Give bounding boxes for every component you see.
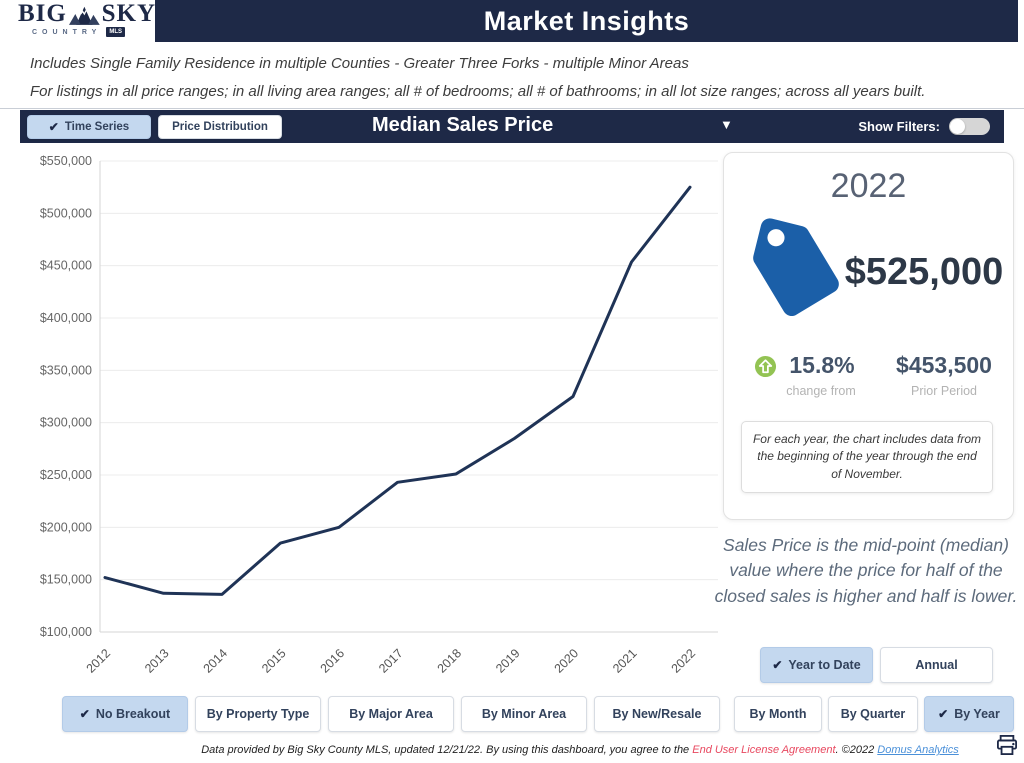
x-tick-label: 2022: [669, 646, 699, 676]
year-to-date-label: Year to Date: [788, 658, 861, 672]
y-tick-label: $150,000: [40, 573, 92, 587]
y-tick-label: $350,000: [40, 363, 92, 377]
check-icon: ✔: [79, 707, 90, 721]
breakout-no-breakout-button[interactable]: ✔ No Breakout: [62, 696, 188, 732]
breakout-label: By New/Resale: [612, 707, 702, 721]
change-percent: 15.8%: [789, 352, 855, 378]
breakout-by-property-type-button[interactable]: By Property Type: [195, 696, 321, 732]
prior-period-label: Prior Period: [911, 384, 977, 398]
year-to-date-button[interactable]: ✔ Year to Date: [760, 647, 873, 683]
tab-price-distribution[interactable]: Price Distribution: [158, 114, 282, 139]
tab-time-series-label: Time Series: [64, 120, 130, 133]
toolbar: ✔ Time Series Price Distribution Median …: [20, 110, 1004, 143]
show-filters-label: Show Filters:: [858, 119, 940, 134]
y-tick-label: $300,000: [40, 416, 92, 430]
chart-container: $100,000 $150,000 $200,000 $250,000 $300,000…: [30, 148, 730, 696]
annual-button[interactable]: Annual: [880, 647, 993, 683]
footer: Data provided by Big Sky County MLS, upd…: [150, 744, 1010, 756]
tab-price-distribution-label: Price Distribution: [172, 120, 268, 133]
breakout-label: By Quarter: [840, 707, 906, 721]
check-icon: ✔: [48, 119, 59, 134]
logo-text-big: BIG: [18, 0, 67, 27]
y-tick-label: $450,000: [40, 259, 92, 273]
y-tick-label: $250,000: [40, 468, 92, 482]
show-filters-toggle[interactable]: [949, 118, 990, 135]
big-sky-mls-logo: BIG SKY COUNTRY MLS: [18, 1, 156, 42]
y-tick-label: $500,000: [40, 206, 92, 220]
x-tick-label: 2017: [376, 646, 406, 676]
metric-description: Sales Price is the mid-point (median) va…: [714, 535, 1018, 606]
x-tick-label: 2014: [201, 646, 231, 676]
x-tick-label: 2016: [318, 646, 348, 676]
x-tick-label: 2019: [493, 646, 523, 676]
footer-text: . ©2022: [835, 744, 878, 756]
price-tag-icon: [753, 218, 839, 317]
breakout-label: By Major Area: [349, 707, 433, 721]
footer-text: Data provided by Big Sky County MLS, upd…: [201, 744, 693, 756]
toggle-knob: [950, 119, 965, 134]
breakout-label: By Month: [749, 707, 807, 721]
license-agreement-link[interactable]: End User License Agreement: [692, 744, 836, 756]
median-price-line: [103, 185, 692, 596]
x-tick-label: 2018: [435, 646, 465, 676]
change-from-label: change from: [786, 384, 856, 398]
breakout-by-new-resale-button[interactable]: By New/Resale: [594, 696, 720, 732]
header-bar: Market Insights: [155, 0, 1018, 42]
median-price-value: $525,000: [844, 251, 1004, 293]
y-tick-label: $400,000: [40, 311, 92, 325]
subtitle-filters: For listings in all price ranges; in all…: [30, 83, 926, 100]
breakout-label: By Year: [954, 707, 1000, 721]
y-tick-label: $200,000: [40, 520, 92, 534]
breakout-label: By Minor Area: [481, 707, 567, 721]
mountain-icon: [68, 6, 100, 25]
breakout-label: No Breakout: [95, 707, 171, 721]
annual-label: Annual: [915, 658, 958, 672]
chevron-down-icon[interactable]: ▼: [720, 117, 733, 132]
summary-card: 2022 $525,000 15.8% $453,500 change from…: [723, 152, 1014, 520]
y-tick-label: $100,000: [40, 625, 92, 639]
breakout-by-quarter-button[interactable]: By Quarter: [828, 696, 918, 732]
mls-badge: MLS: [106, 27, 126, 37]
domus-analytics-link[interactable]: Domus Analytics: [877, 744, 959, 756]
metric-title: Median Sales Price: [372, 114, 554, 136]
y-tick-label: $550,000: [40, 154, 92, 168]
breakout-by-year-button[interactable]: ✔ By Year: [924, 696, 1014, 732]
chart-note: For each year, the chart includes data f…: [741, 421, 993, 494]
sales-price-chart: $100,000 $150,000 $200,000 $250,000 $300,000…: [40, 154, 718, 676]
up-arrow-icon: [754, 355, 777, 378]
check-icon: ✔: [938, 707, 949, 721]
logo-text-sky: SKY: [101, 0, 156, 27]
x-tick-label: 2020: [552, 646, 582, 676]
x-tick-label: 2015: [259, 646, 289, 676]
x-tick-label: 2012: [84, 646, 114, 676]
check-icon: ✔: [772, 658, 783, 672]
page-title: Market Insights: [483, 5, 690, 36]
logo-text-country: COUNTRY: [32, 28, 102, 36]
x-tick-label: 2013: [142, 646, 172, 676]
breakout-by-major-area-button[interactable]: By Major Area: [328, 696, 454, 732]
breakout-by-month-button[interactable]: By Month: [734, 696, 822, 732]
x-tick-label: 2021: [610, 646, 640, 676]
print-icon[interactable]: [996, 735, 1018, 755]
breakout-label: By Property Type: [206, 707, 310, 721]
summary-year: 2022: [830, 167, 907, 205]
breakout-by-minor-area-button[interactable]: By Minor Area: [461, 696, 587, 732]
tab-time-series[interactable]: ✔ Time Series: [27, 114, 151, 139]
toolbar-separator: [0, 108, 1024, 109]
subtitle-coverage: Includes Single Family Residence in mult…: [30, 55, 689, 72]
prior-period-value: $453,500: [896, 352, 992, 378]
